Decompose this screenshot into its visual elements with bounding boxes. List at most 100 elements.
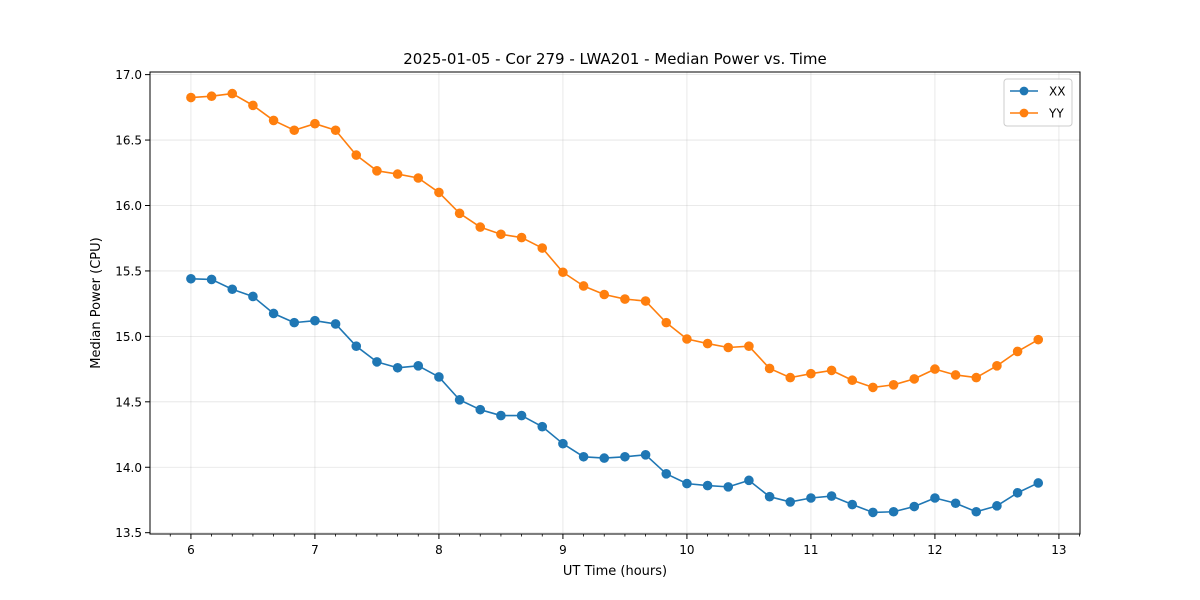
data-point-xx [971, 506, 982, 517]
legend: XX YY [1003, 78, 1073, 127]
legend-marker [1019, 86, 1029, 96]
data-point-yy [268, 115, 279, 126]
data-point-yy [909, 374, 920, 384]
data-point-xx [186, 273, 196, 284]
legend-label: XX [1049, 85, 1065, 99]
data-point-xx [268, 308, 279, 319]
data-point-yy [330, 125, 341, 136]
data-point-yy [1033, 334, 1044, 345]
data-point-xx [785, 497, 796, 507]
data-point-xx [537, 421, 548, 432]
data-point-yy [1012, 346, 1023, 357]
data-point-xx [372, 357, 382, 367]
chart-title: 2025-01-05 - Cor 279 - LWA201 - Median P… [403, 50, 827, 68]
series-layer [186, 88, 1044, 518]
data-point-yy [950, 370, 961, 380]
data-point-xx [930, 493, 940, 503]
data-point-yy [372, 166, 382, 176]
data-point-xx [454, 395, 465, 405]
data-point-yy [744, 341, 754, 351]
grid [150, 72, 1080, 534]
data-point-yy [888, 379, 899, 390]
data-point-xx [558, 438, 568, 449]
data-point-yy [868, 382, 878, 393]
y-axis-label: Median Power (CPU) [89, 237, 104, 368]
data-point-xx [599, 453, 610, 463]
data-point-yy [971, 372, 982, 383]
data-point-xx [413, 361, 424, 371]
x-tick-label: 9 [559, 543, 567, 557]
data-point-xx [868, 507, 878, 518]
data-point-xx [661, 468, 672, 479]
data-point-yy [558, 267, 568, 278]
data-point-yy [413, 173, 424, 183]
x-tick-label: 7 [311, 543, 319, 557]
data-point-yy [392, 169, 403, 179]
data-point-xx [392, 362, 403, 373]
y-tick-label: 16.0 [115, 199, 142, 213]
data-point-xx [682, 478, 692, 489]
data-point-yy [351, 150, 362, 160]
y-tick-label: 14.5 [115, 395, 142, 409]
data-point-xx [888, 506, 899, 517]
data-point-yy [310, 118, 320, 129]
data-point-yy [434, 187, 444, 198]
data-point-xx [434, 372, 444, 382]
data-point-xx [578, 451, 589, 462]
data-point-xx [806, 493, 816, 503]
data-point-yy [806, 368, 816, 379]
data-point-xx [640, 450, 651, 460]
data-point-xx [289, 317, 300, 328]
data-point-yy [764, 363, 775, 374]
data-point-yy [640, 296, 651, 306]
data-point-yy [206, 91, 217, 102]
data-point-xx [227, 284, 238, 295]
data-point-yy [475, 222, 486, 232]
plot-frame [149, 71, 1081, 535]
data-point-xx [826, 491, 837, 501]
series-xx [186, 273, 1044, 518]
data-point-xx [847, 499, 858, 510]
data-point-yy [992, 361, 1002, 371]
x-tick-label: 13 [1051, 543, 1066, 557]
data-point-xx [496, 410, 506, 421]
data-point-yy [847, 375, 858, 386]
data-point-xx [950, 498, 961, 509]
legend-marker [1019, 108, 1029, 118]
x-tick-label: 12 [927, 543, 942, 557]
data-point-yy [248, 100, 258, 111]
legend-label: YY [1048, 107, 1064, 121]
legend-entry-xx: XX [1010, 85, 1065, 99]
data-point-yy [702, 338, 713, 349]
data-point-yy [661, 317, 672, 328]
x-tick-label: 11 [803, 543, 818, 557]
data-point-yy [289, 125, 300, 136]
data-point-xx [248, 291, 258, 302]
data-point-yy [496, 229, 506, 240]
data-point-yy [682, 334, 692, 344]
data-point-xx [310, 315, 320, 326]
data-point-xx [475, 404, 486, 415]
data-point-xx [620, 451, 630, 462]
y-tick-label: 16.5 [115, 134, 142, 148]
data-point-yy [785, 372, 796, 383]
data-point-yy [227, 88, 238, 99]
data-point-xx [702, 480, 713, 491]
data-point-xx [351, 341, 362, 351]
data-point-xx [992, 501, 1002, 511]
data-point-yy [537, 243, 548, 253]
data-point-xx [764, 491, 775, 502]
data-point-yy [578, 281, 589, 291]
data-point-yy [826, 365, 837, 376]
data-point-yy [723, 342, 734, 353]
y-tick-label: 14.0 [115, 461, 142, 475]
data-point-xx [723, 482, 734, 492]
data-point-xx [206, 274, 217, 285]
data-point-xx [1033, 478, 1044, 488]
axis-ticks: 6 7 8 9 10 11 12 13 13.5 14.0 14.5 15.0 15.5 16.0 16.5… [115, 68, 1080, 557]
data-point-yy [930, 364, 940, 374]
data-point-yy [454, 208, 465, 219]
y-tick-label: 13.5 [115, 526, 142, 540]
